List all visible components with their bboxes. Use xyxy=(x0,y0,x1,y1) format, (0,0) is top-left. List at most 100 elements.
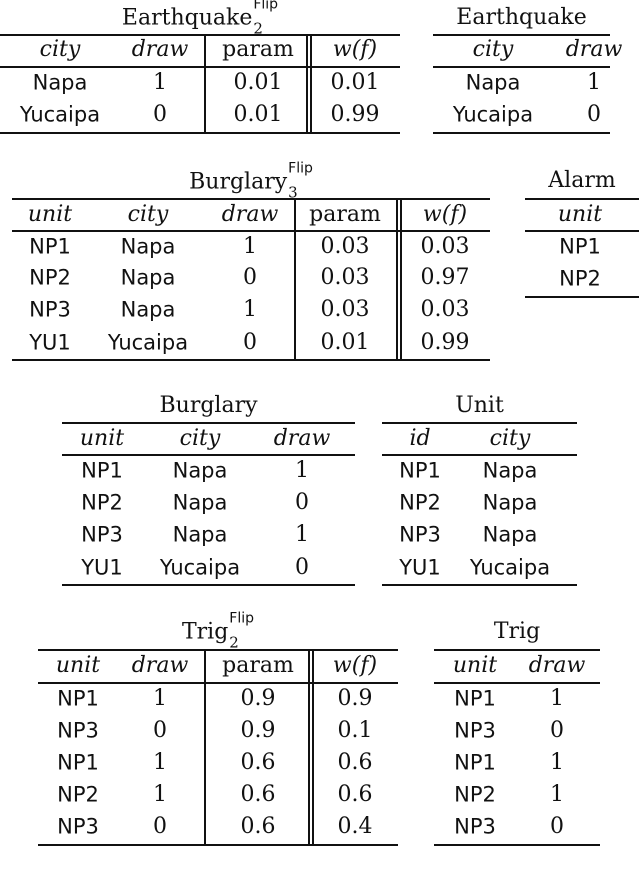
table-cell: 0 xyxy=(550,718,564,743)
table-cell: 0.6 xyxy=(240,750,276,775)
table-cell: 0 xyxy=(295,490,309,515)
title-base: Earthquake xyxy=(121,5,253,30)
column-rule xyxy=(294,199,296,360)
table-title: Earthquake xyxy=(456,7,586,29)
table-cell: NP1 xyxy=(57,686,99,711)
column-header: w(f) xyxy=(422,202,468,227)
table-cell: NP3 xyxy=(399,522,441,547)
rule xyxy=(525,230,639,232)
column-rule xyxy=(306,35,308,133)
table-cell: NP3 xyxy=(57,718,99,743)
table-cell: NP3 xyxy=(454,718,496,743)
table-cell: 0.03 xyxy=(420,234,470,259)
table-cell: 1 xyxy=(295,458,309,483)
table-cell: 0.01 xyxy=(330,70,380,95)
rule xyxy=(12,359,490,361)
table-cell: 1 xyxy=(153,70,167,95)
column-header: city xyxy=(472,37,514,62)
column-header: city xyxy=(127,202,169,227)
table-cell: NP2 xyxy=(399,490,441,515)
table-cell: NP2 xyxy=(454,782,496,807)
table-cell: 0.9 xyxy=(240,686,276,711)
column-header: city xyxy=(489,426,531,451)
rule xyxy=(38,649,398,651)
rule xyxy=(62,422,355,424)
table-cell: Yucaipa xyxy=(19,102,101,127)
title-base: Burglary xyxy=(159,393,258,418)
table-cell: NP2 xyxy=(57,782,99,807)
table-cell: 0.6 xyxy=(240,782,276,807)
table-cell: 0.1 xyxy=(337,718,373,743)
table-cell: 0.03 xyxy=(320,265,370,290)
column-header: draw xyxy=(131,37,189,62)
rule xyxy=(12,230,490,232)
table-title: Burglary xyxy=(159,395,257,417)
column-header: draw xyxy=(221,202,279,227)
title-scripts: Flip 3 xyxy=(288,162,313,201)
table-cell: NP1 xyxy=(81,458,123,483)
rule xyxy=(434,649,600,651)
table-title: Earthquake Flip 2 xyxy=(121,0,278,36)
column-header: param xyxy=(309,202,381,227)
table-cell: 0.6 xyxy=(337,782,373,807)
column-rule xyxy=(396,199,398,360)
table-cell: NP3 xyxy=(454,814,496,839)
table-cell: 1 xyxy=(153,750,167,775)
rule xyxy=(382,454,577,456)
table-cell: YU1 xyxy=(399,555,441,580)
table-cell: YU1 xyxy=(29,330,71,355)
rule xyxy=(382,584,577,586)
column-header: unit xyxy=(27,202,73,227)
rule xyxy=(38,844,398,846)
column-header: draw xyxy=(131,653,189,678)
table-cell: 0.6 xyxy=(337,750,373,775)
table-cell: 0.99 xyxy=(330,102,380,127)
table-cell: 0.01 xyxy=(233,102,283,127)
table-cell: 1 xyxy=(243,297,257,322)
column-header: unit xyxy=(557,202,603,227)
table-cell: 0 xyxy=(243,330,257,355)
table-cell: NP1 xyxy=(454,750,496,775)
column-rule xyxy=(310,35,312,133)
table-cell: 0.03 xyxy=(420,297,470,322)
column-rule xyxy=(400,199,402,360)
title-base: Earthquake xyxy=(456,5,587,30)
table-cell: 0.99 xyxy=(420,330,470,355)
table-cell: 0.6 xyxy=(240,814,276,839)
table-cell: 0 xyxy=(587,102,601,127)
rule xyxy=(433,66,610,68)
column-header: w(f) xyxy=(332,653,378,678)
table-title: Alarm xyxy=(548,170,615,192)
table-cell: 0 xyxy=(153,718,167,743)
table-cell: 1 xyxy=(295,522,309,547)
table-cell: 0 xyxy=(295,555,309,580)
title-superscript: Flip xyxy=(288,160,313,177)
title-base: Unit xyxy=(455,393,504,418)
table-title: Trig xyxy=(494,621,540,643)
rule xyxy=(12,198,490,200)
column-header: draw xyxy=(565,37,623,62)
column-header: param xyxy=(222,653,294,678)
column-header: unit xyxy=(452,653,498,678)
table-cell: Yucaipa xyxy=(107,330,189,355)
table-cell: Yucaipa xyxy=(159,555,241,580)
table-cell: YU1 xyxy=(81,555,123,580)
table-cell: Napa xyxy=(172,490,228,515)
table-cell: 1 xyxy=(550,686,564,711)
table-cell: Napa xyxy=(465,70,521,95)
table-cell: NP2 xyxy=(559,266,601,291)
title-superscript: Flip xyxy=(253,0,279,13)
table-cell: Yucaipa xyxy=(469,555,551,580)
table-cell: 0.03 xyxy=(320,297,370,322)
table-cell: 0 xyxy=(550,814,564,839)
rule xyxy=(433,34,610,36)
column-header: param xyxy=(222,37,294,62)
title-base: Burglary xyxy=(189,169,288,194)
title-subscript: 2 xyxy=(253,19,263,38)
table-cell: 0.03 xyxy=(320,234,370,259)
table-cell: 1 xyxy=(153,782,167,807)
table-cell: Yucaipa xyxy=(452,102,534,127)
rule xyxy=(0,132,400,134)
title-base: Trig xyxy=(493,619,541,644)
